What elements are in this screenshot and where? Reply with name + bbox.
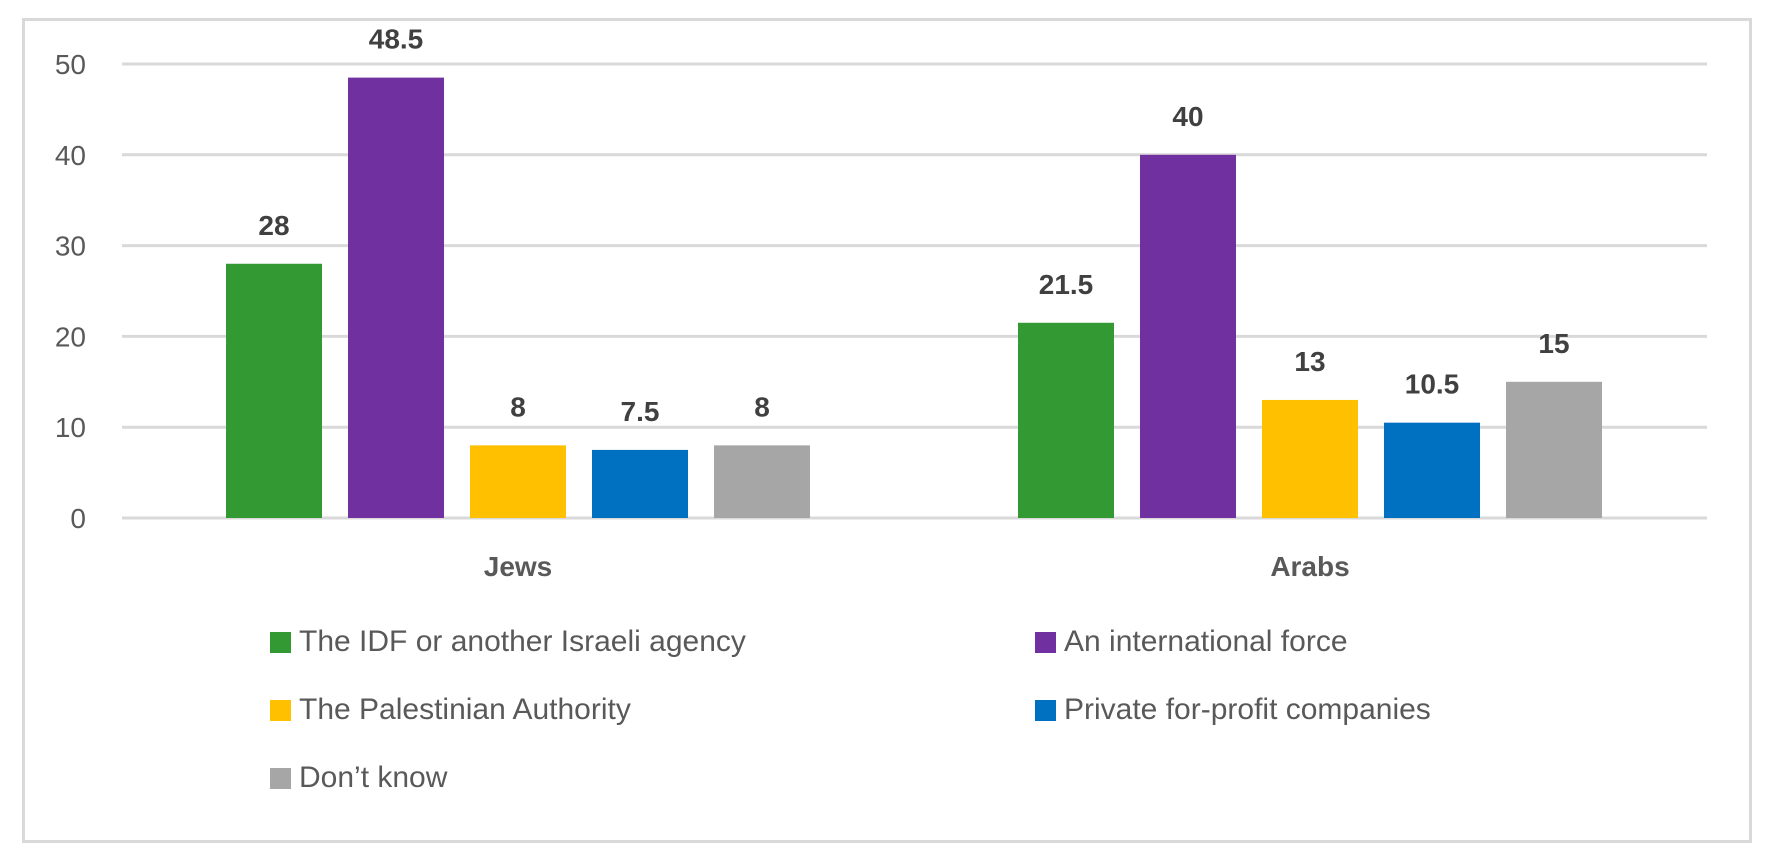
data-label-arabs-the-idf-or-another-israeli-agency: 21.5 xyxy=(1039,269,1094,300)
bar-arabs-an-international-force xyxy=(1140,154,1236,519)
y-tick-label-40: 40 xyxy=(55,140,86,171)
legend-swatch-idf xyxy=(270,631,291,653)
legend-swatch-palestinian-authority xyxy=(270,699,291,721)
bar-arabs-don-t-know xyxy=(1506,381,1602,518)
legend-swatch-private-companies xyxy=(1035,699,1056,721)
bar-arabs-the-idf-or-another-israeli-agency xyxy=(1018,322,1114,518)
legend-item-idf: The IDF or another Israeli agency xyxy=(270,623,1035,661)
y-tick-label-50: 50 xyxy=(55,49,86,80)
bar-jews-don-t-know xyxy=(714,445,810,518)
data-label-arabs-the-palestinian-authority: 13 xyxy=(1294,346,1325,377)
x-axis-categories: Jews Arabs xyxy=(484,551,1350,582)
bar-jews-the-idf-or-another-israeli-agency xyxy=(226,263,322,518)
y-tick-label-10: 10 xyxy=(55,412,86,443)
data-label-jews-private-for-profit-companies: 7.5 xyxy=(621,396,660,427)
bar-arabs-private-for-profit-companies xyxy=(1384,422,1480,518)
y-tick-label-30: 30 xyxy=(55,231,86,262)
legend: The IDF or another Israeli agency An int… xyxy=(270,623,1570,797)
bars xyxy=(226,77,1602,519)
data-labels: 28 48.5 8 7.5 8 21.5 40 13 10.5 15 xyxy=(258,24,1569,427)
legend-item-international-force: An international force xyxy=(1035,623,1570,661)
data-label-jews-an-international-force: 48.5 xyxy=(369,24,424,55)
data-label-arabs-an-international-force: 40 xyxy=(1172,101,1203,132)
legend-item-private-companies: Private for-profit companies xyxy=(1035,691,1570,729)
legend-label-palestinian-authority: The Palestinian Authority xyxy=(299,693,631,726)
legend-label-private-companies: Private for-profit companies xyxy=(1064,693,1431,726)
bar-jews-private-for-profit-companies xyxy=(592,449,688,518)
category-label-jews: Jews xyxy=(484,551,553,582)
legend-item-palestinian-authority: The Palestinian Authority xyxy=(270,691,1035,729)
category-label-arabs: Arabs xyxy=(1270,551,1349,582)
legend-label-idf: The IDF or another Israeli agency xyxy=(299,625,746,658)
data-label-arabs-don-t-know: 15 xyxy=(1538,328,1569,359)
y-tick-label-0: 0 xyxy=(70,503,86,534)
data-label-jews-the-palestinian-authority: 8 xyxy=(510,391,526,422)
legend-label-international-force: An international force xyxy=(1064,625,1348,658)
data-label-arabs-private-for-profit-companies: 10.5 xyxy=(1405,369,1460,400)
data-label-jews-the-idf-or-another-israeli-agency: 28 xyxy=(258,210,289,241)
legend-label-dont-know: Don’t know xyxy=(299,761,448,794)
data-label-jews-don-t-know: 8 xyxy=(754,391,770,422)
bar-arabs-the-palestinian-authority xyxy=(1262,399,1358,518)
bar-jews-the-palestinian-authority xyxy=(470,445,566,518)
bar-jews-an-international-force xyxy=(348,77,444,519)
y-tick-label-20: 20 xyxy=(55,321,86,352)
legend-item-dont-know: Don’t know xyxy=(270,759,1035,797)
y-axis-ticks: 0 10 20 30 40 50 xyxy=(55,49,86,534)
legend-swatch-international-force xyxy=(1035,631,1056,653)
legend-swatch-dont-know xyxy=(270,767,291,789)
